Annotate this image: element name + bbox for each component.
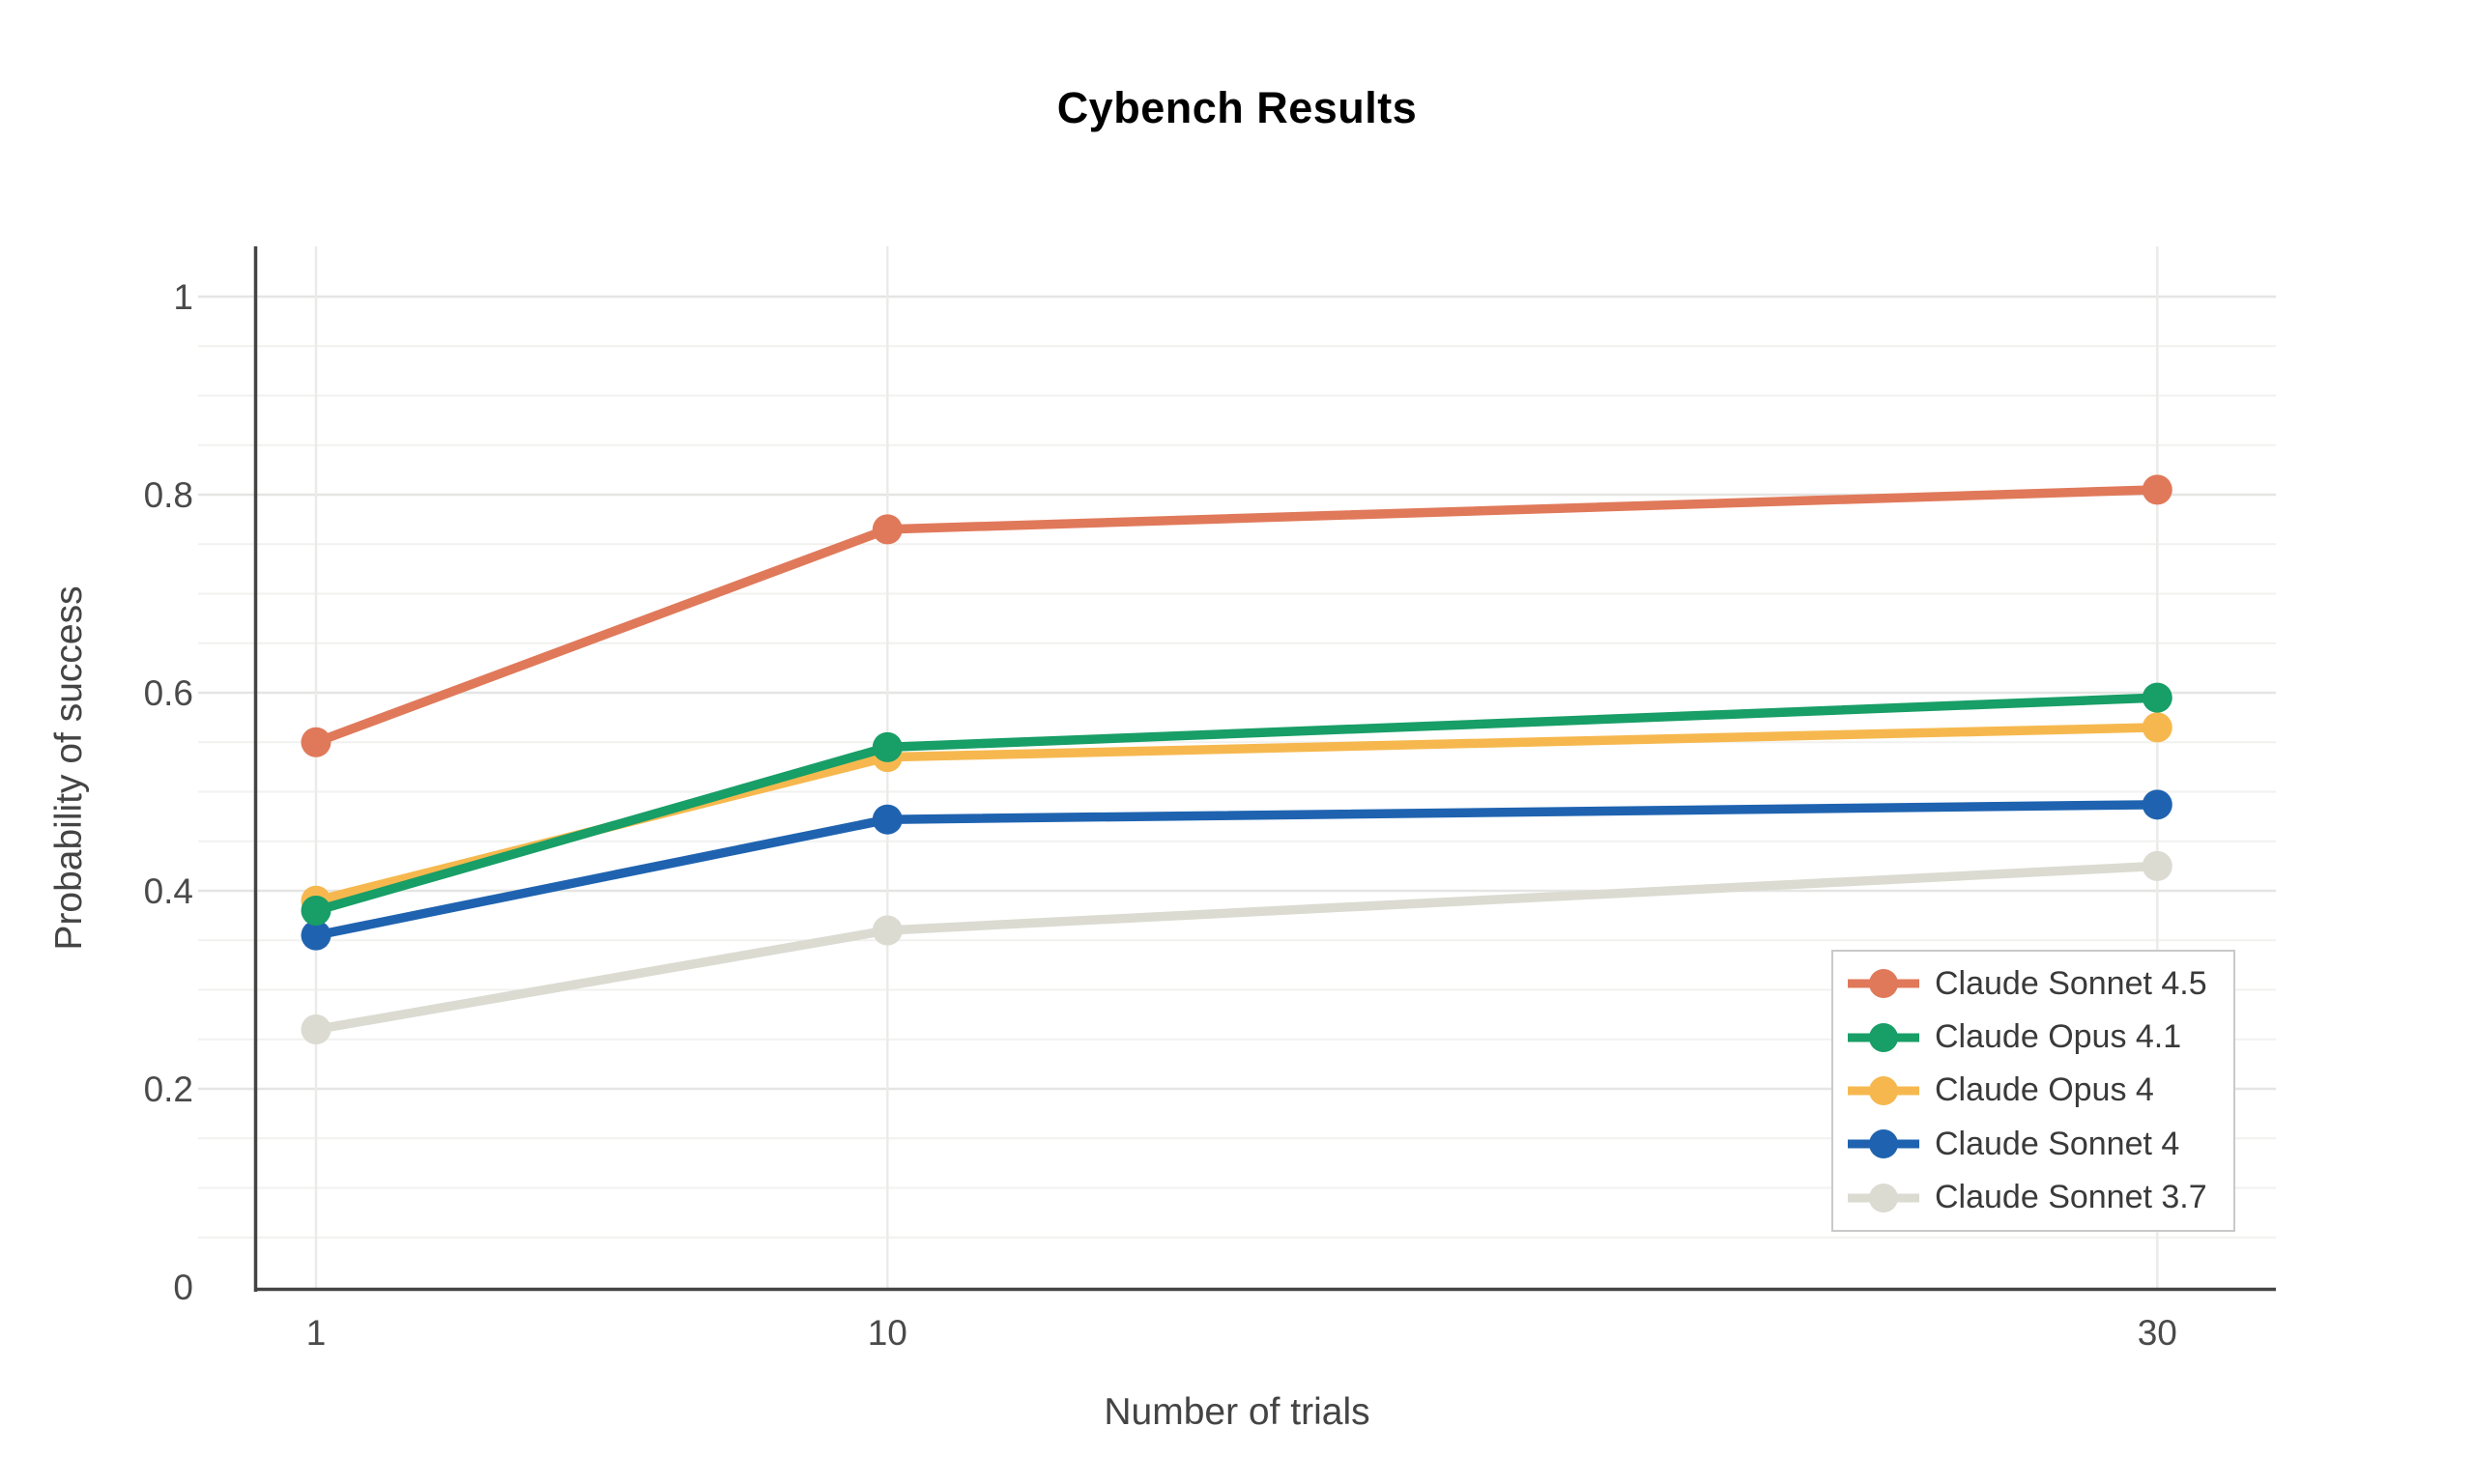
legend-label: Claude Sonnet 3.7: [1935, 1179, 2207, 1216]
data-point-marker: [872, 514, 903, 545]
data-point-marker: [301, 920, 331, 951]
chart-title: Cybench Results: [1056, 83, 1418, 132]
x-tick-label: 1: [306, 1313, 327, 1353]
data-point-marker: [301, 727, 331, 757]
legend-label: Claude Sonnet 4.5: [1935, 964, 2207, 1002]
legend-marker-icon: [1848, 969, 1919, 999]
legend: Claude Sonnet 4.5 Claude Opus 4.1 Claude O…: [1831, 950, 2235, 1232]
x-axis-title: Number of trials: [1104, 1391, 1370, 1433]
data-point-marker: [2142, 712, 2172, 743]
legend-item: Claude Sonnet 4.5: [1847, 958, 2233, 1009]
x-tick-label: 30: [2138, 1313, 2177, 1353]
data-point-marker: [301, 1014, 331, 1044]
legend-item: Claude Sonnet 3.7: [1847, 1173, 2233, 1223]
y-tick-label: 0.6: [144, 673, 193, 713]
legend-item: Claude Sonnet 4: [1847, 1119, 2233, 1169]
legend-marker-icon: [1848, 1129, 1919, 1159]
x-tick-label: 10: [868, 1313, 907, 1353]
y-tick-label: 0.8: [144, 475, 193, 515]
legend-label: Claude Opus 4.1: [1935, 1018, 2182, 1056]
data-point-marker: [2142, 850, 2172, 881]
legend-marker-icon: [1848, 1183, 1919, 1213]
y-tick-label: 0: [173, 1268, 193, 1307]
y-tick-label: 1: [173, 277, 193, 317]
data-point-marker: [301, 896, 331, 926]
data-point-marker: [872, 804, 903, 835]
legend-item: Claude Opus 4: [1847, 1066, 2233, 1116]
legend-item: Claude Opus 4.1: [1847, 1013, 2233, 1063]
data-point-marker: [2142, 789, 2172, 820]
legend-marker-icon: [1848, 1022, 1919, 1052]
data-point-marker: [2142, 682, 2172, 713]
data-point-marker: [872, 731, 903, 762]
legend-marker-icon: [1848, 1075, 1919, 1105]
data-point-marker: [2142, 474, 2172, 505]
y-tick-label: 0.2: [144, 1070, 193, 1109]
legend-label: Claude Opus 4: [1935, 1071, 2154, 1109]
y-tick-label: 0.4: [144, 871, 193, 911]
legend-label: Claude Sonnet 4: [1935, 1125, 2180, 1162]
data-point-marker: [872, 915, 903, 946]
